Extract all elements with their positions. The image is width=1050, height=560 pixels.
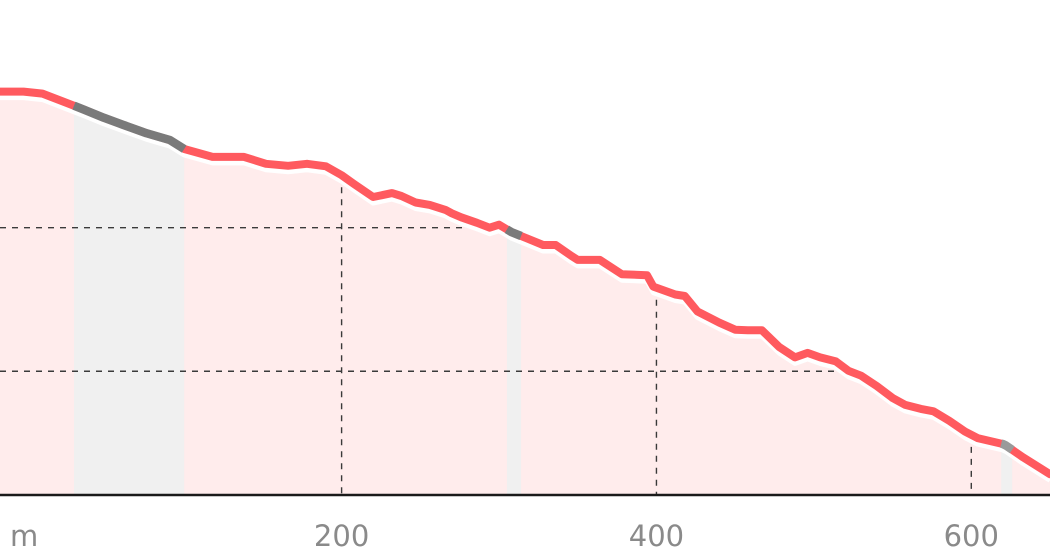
- elevation-line-gray-segment-1: [504, 225, 523, 240]
- gray-segment-fill-0: [74, 105, 185, 495]
- elevation-line-main: [0, 87, 1050, 479]
- area-fill: [0, 91, 1050, 495]
- x-tick-label-600: 600: [944, 519, 999, 553]
- gray-segment-fill-1: [506, 229, 522, 495]
- gridlines: [0, 187, 972, 495]
- elevation-line-gray-segment-2: [998, 439, 1015, 454]
- elevation-line: [0, 87, 1050, 479]
- line-halo: [0, 95, 1050, 483]
- x-axis-ticks: 200 400 600: [314, 519, 999, 553]
- area-fills: [0, 91, 1050, 495]
- x-tick-label-200: 200: [314, 519, 369, 553]
- elevation-line-gray-segment-0: [72, 101, 187, 153]
- x-tick-label-400: 400: [629, 519, 684, 553]
- x-axis-unit-label: m: [10, 519, 38, 553]
